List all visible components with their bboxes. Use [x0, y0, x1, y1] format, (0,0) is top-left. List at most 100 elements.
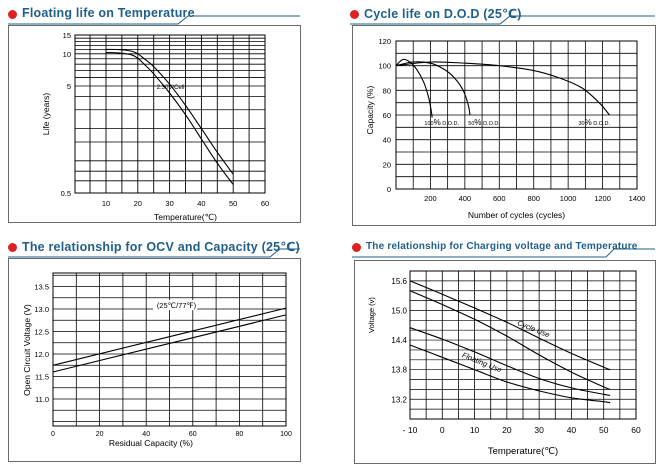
- y-tick-label: 12.0: [34, 350, 49, 359]
- charging-voltage-header: The relationship for Charging voltage an…: [352, 239, 652, 259]
- y-tick-label: 13.0: [34, 305, 49, 314]
- x-tick-label: 60: [631, 425, 641, 435]
- series-line-50-d-o-d-: [395, 61, 471, 116]
- dod-label-prefix: 50: [468, 121, 474, 127]
- dod-label-suffix: D.O.D.: [592, 121, 611, 127]
- dod-label-prefix: 30: [578, 121, 584, 127]
- y-tick-label: 11.5: [35, 373, 49, 382]
- x-tick-label: 800: [527, 194, 540, 203]
- dod-label: 30% D.O.D.: [578, 118, 610, 127]
- dod-label-percent: %: [585, 118, 592, 127]
- y-axis-label: Open Circuit Voltage (V): [22, 304, 32, 396]
- annotation-bg: [153, 300, 198, 311]
- x-tick-label: 400: [459, 194, 472, 203]
- x-tick-label: 20: [134, 199, 142, 208]
- plot-border: [74, 34, 266, 194]
- x-tick-label: 10: [102, 199, 110, 208]
- x-axis-label: Temperature(℃): [488, 446, 558, 457]
- dod-label-prefix: 100: [424, 121, 433, 127]
- series-line-cycle-use: [409, 280, 611, 371]
- x-tick-label: - 10: [403, 425, 418, 435]
- x-tick-label: 20: [502, 425, 512, 435]
- x-tick-label: 50: [599, 425, 609, 435]
- cycle-life-frame: [352, 25, 656, 226]
- series-line-lower: [52, 314, 287, 373]
- x-tick-label: 0: [51, 431, 55, 438]
- y-tick-label: 0: [387, 185, 391, 194]
- x-tick-label: 100: [280, 431, 292, 438]
- y-tick-label: 60: [383, 111, 391, 120]
- x-axis-label: Number of cycles (cycles): [468, 210, 565, 220]
- x-axis-label: Residual Capacity (%): [109, 438, 193, 448]
- series-line-100-d-o-d-: [395, 58, 433, 118]
- y-tick-label: 12.5: [34, 328, 49, 337]
- x-tick-label: 200: [424, 194, 437, 203]
- x-tick-label: 600: [493, 194, 506, 203]
- dod-label-suffix: D.O.D.: [482, 121, 501, 127]
- series-line-30-d-o-d-: [395, 61, 610, 116]
- floating-life-frame: [8, 25, 301, 223]
- dod-label: 100% D.O.D.: [424, 118, 459, 127]
- x-tick-label: 60: [261, 199, 269, 208]
- x-axis-label: Temperature(℃): [154, 212, 217, 222]
- series-line-lower: [105, 51, 234, 185]
- curve-label-floating-use: Floating Use: [461, 350, 503, 374]
- x-tick-label: 60: [189, 431, 197, 438]
- y-tick-label: 80: [383, 86, 391, 95]
- dod-label: 50% D.O.D.: [468, 118, 500, 127]
- series-line-upper: [105, 48, 234, 175]
- plot-border: [52, 272, 287, 427]
- x-tick-label: 30: [534, 425, 544, 435]
- y-tick-label: 0.5: [61, 189, 71, 198]
- y-tick-label: 20: [383, 160, 391, 169]
- x-tick-label: 80: [236, 431, 244, 438]
- series-line-upper: [52, 307, 287, 366]
- y-tick-label: 15: [63, 31, 71, 40]
- y-axis-label: Voltage (v): [367, 297, 376, 333]
- bullet-icon: [350, 10, 359, 19]
- y-tick-label: 14.4: [391, 336, 407, 345]
- x-tick-label: 1400: [629, 194, 646, 203]
- y-tick-label: 13.5: [34, 283, 49, 292]
- charging-voltage-title: The relationship for Charging voltage an…: [366, 241, 638, 252]
- x-tick-label: 40: [567, 425, 577, 435]
- dod-label-percent: %: [474, 118, 481, 127]
- y-axis-label: Life (years): [41, 93, 51, 136]
- charging-voltage-frame: [354, 260, 656, 464]
- x-tick-label: 10: [470, 425, 480, 435]
- x-tick-label: 40: [197, 199, 205, 208]
- y-tick-label: 13.8: [391, 366, 407, 375]
- series-line-cycle-use-lower: [409, 290, 611, 390]
- annotation-label: 2.30V/Cell: [157, 85, 185, 91]
- y-tick-label: 15.0: [391, 306, 407, 315]
- dod-label-percent: %: [434, 118, 441, 127]
- y-tick-label: 13.2: [391, 395, 407, 404]
- ocv-frame: [8, 258, 301, 462]
- series-line-floating-use-lower: [409, 344, 611, 404]
- x-tick-label: 1000: [560, 194, 577, 203]
- plot-border: [395, 40, 638, 190]
- x-tick-label: 0: [440, 425, 445, 435]
- y-tick-label: 40: [383, 136, 391, 145]
- x-tick-label: 40: [142, 431, 150, 438]
- dod-label-suffix: D.O.D.: [441, 121, 460, 127]
- bullet-icon: [8, 10, 17, 19]
- y-tick-label: 10: [63, 50, 71, 59]
- x-tick-label: 1200: [594, 194, 611, 203]
- y-tick-label: 15.6: [391, 277, 407, 286]
- series-line-floating-use: [409, 327, 611, 396]
- x-tick-label: 30: [165, 199, 173, 208]
- y-tick-label: 100: [378, 62, 391, 71]
- annotation-label: (25℃/77℉): [157, 301, 197, 310]
- bullet-icon: [352, 243, 361, 252]
- y-tick-label: 5: [67, 82, 71, 91]
- y-axis-label: Capacity (%): [365, 86, 375, 135]
- x-tick-label: 50: [229, 199, 237, 208]
- y-tick-label: 11.0: [35, 395, 49, 404]
- y-tick-label: 120: [378, 37, 391, 46]
- bullet-icon: [8, 243, 17, 252]
